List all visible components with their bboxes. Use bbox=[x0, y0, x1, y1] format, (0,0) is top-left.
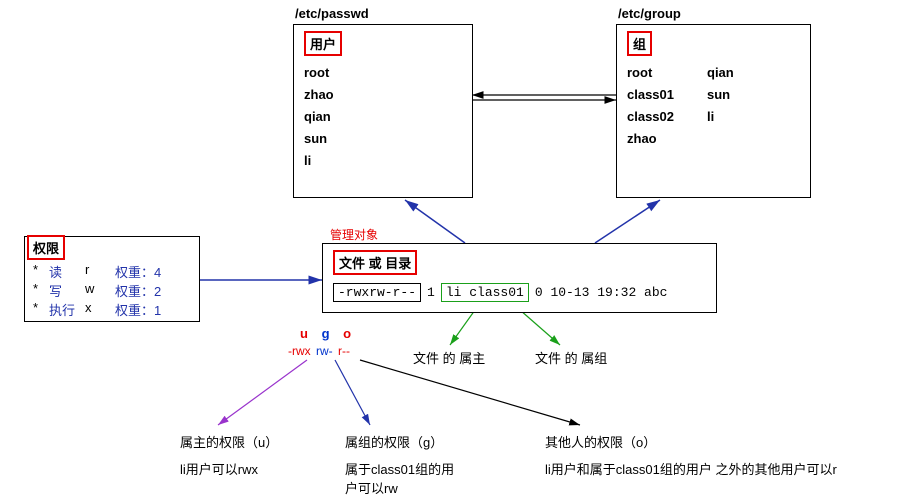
explain-g-text2: 户可以rw bbox=[345, 478, 515, 497]
explain-g-title: 属组的权限（g） bbox=[345, 432, 515, 451]
passwd-label: 用户 bbox=[304, 31, 342, 56]
perm-code: w bbox=[85, 281, 115, 300]
perm-star: * bbox=[33, 281, 49, 300]
group-label: 组 bbox=[627, 31, 652, 56]
ls-linkcount: 1 bbox=[427, 285, 435, 300]
explain-o-title: 其他人的权限（o） bbox=[545, 432, 885, 451]
ls-tail: 0 10-13 19:32 abc bbox=[535, 285, 668, 300]
permission-box: 权限 *读r权重：4 *写w权重：2 *执行x权重：1 bbox=[24, 236, 200, 322]
group-title: /etc/group bbox=[618, 6, 681, 21]
ugo-g: g bbox=[322, 326, 330, 341]
perm-star: * bbox=[33, 300, 49, 319]
perm-weight: 权重：2 bbox=[115, 281, 161, 300]
passwd-item: qian bbox=[304, 106, 462, 128]
perm-weight: 权重：4 bbox=[115, 262, 161, 281]
perm-name: 写 bbox=[49, 281, 85, 300]
file-owner-label: 文件 的 属主 bbox=[413, 348, 485, 367]
permission-label: 权限 bbox=[27, 235, 65, 260]
perm-star: * bbox=[33, 262, 49, 281]
explain-g-text1: 属于class01组的用 bbox=[345, 459, 515, 478]
ugo-u-perm: -rwx bbox=[288, 344, 311, 358]
explain-u-title: 属主的权限（u） bbox=[180, 432, 340, 451]
perm-name: 执行 bbox=[49, 300, 85, 319]
passwd-item: root bbox=[304, 62, 462, 84]
perm-code: x bbox=[85, 300, 115, 319]
passwd-item: sun bbox=[304, 128, 462, 150]
passwd-title: /etc/passwd bbox=[295, 6, 369, 21]
explain-o-text: li用户和属于class01组的用户 之外的其他用户可以r bbox=[545, 459, 885, 478]
explain-g: 属组的权限（g） 属于class01组的用 户可以rw bbox=[345, 432, 515, 497]
center-box: 文件 或 目录 -rwxrw-r-- 1 li class01 0 10-13 … bbox=[322, 243, 717, 313]
perm-name: 读 bbox=[49, 262, 85, 281]
group-member: qian bbox=[707, 62, 734, 84]
explain-u-text: li用户可以rwx bbox=[180, 459, 340, 478]
file-group-label: 文件 的 属组 bbox=[535, 348, 607, 367]
group-member: sun bbox=[707, 84, 730, 106]
group-name: class01 bbox=[627, 84, 707, 106]
passwd-item: li bbox=[304, 150, 462, 172]
passwd-item: zhao bbox=[304, 84, 462, 106]
group-box: 组 rootqian class01sun class02li zhao bbox=[616, 24, 811, 198]
ugo-g-perm: rw- bbox=[316, 344, 333, 358]
group-name: zhao bbox=[627, 128, 707, 150]
center-label: 文件 或 目录 bbox=[333, 250, 417, 275]
ugo-o: o bbox=[343, 326, 351, 341]
explain-o: 其他人的权限（o） li用户和属于class01组的用户 之外的其他用户可以r bbox=[545, 432, 885, 478]
ls-owner-group: li class01 bbox=[441, 283, 529, 302]
group-member: li bbox=[707, 106, 714, 128]
perm-weight: 权重：1 bbox=[115, 300, 161, 319]
group-name: root bbox=[627, 62, 707, 84]
passwd-box: 用户 root zhao qian sun li bbox=[293, 24, 473, 198]
center-topnote: 管理对象 bbox=[330, 226, 378, 243]
ls-perm: -rwxrw-r-- bbox=[333, 283, 421, 302]
perm-code: r bbox=[85, 262, 115, 281]
ugo-o-perm: r-- bbox=[338, 344, 350, 358]
explain-u: 属主的权限（u） li用户可以rwx bbox=[180, 432, 340, 478]
ugo-u: u bbox=[300, 326, 308, 341]
group-name: class02 bbox=[627, 106, 707, 128]
